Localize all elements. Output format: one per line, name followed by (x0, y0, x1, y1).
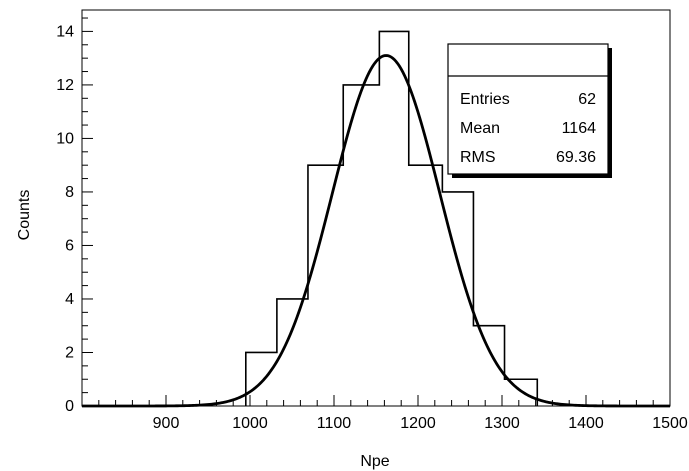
histogram-bin-7 (473, 326, 504, 406)
stats-mean-value: 1164 (562, 120, 597, 137)
histogram-bin-4 (379, 31, 408, 406)
x-tick-label: 1200 (400, 415, 436, 432)
y-tick-label: 14 (56, 23, 74, 40)
plot-frame (81, 9, 671, 407)
stats-rms-label: RMS (460, 149, 496, 166)
y-tick-label: 8 (65, 184, 74, 201)
histogram-bin-5 (409, 165, 443, 406)
histogram-bin-8 (505, 379, 538, 406)
x-tick-label: 1100 (317, 415, 352, 432)
x-tick-label: 900 (153, 415, 180, 432)
y-tick-label: 4 (65, 291, 74, 308)
y-tick-label: 2 (65, 344, 74, 361)
histogram-outline (245, 30, 539, 406)
y-axis-title: Counts (16, 190, 33, 241)
x-tick-label: 1400 (568, 415, 604, 432)
stats-entries-label: Entries (460, 91, 510, 108)
stats-rms-value: 69.36 (556, 149, 596, 166)
stats-mean-label: Mean (460, 120, 500, 137)
histogram-bin-2 (308, 165, 343, 406)
x-tick-label: 1500 (652, 415, 688, 432)
stats-box-frame (447, 43, 609, 175)
y-tick-label: 10 (56, 130, 74, 147)
stats-box: Entries 62 Mean 1164 RMS 69.36 (447, 43, 612, 178)
gaussian-fit-curve (82, 54, 670, 408)
x-axis-title: Npe (360, 453, 389, 470)
y-tick-label: 12 (56, 77, 74, 94)
stats-entries-value: 62 (578, 91, 596, 108)
y-tick-label: 0 (65, 398, 74, 415)
y-tick-label: 6 (65, 237, 74, 254)
x-tick-label: 1000 (232, 415, 268, 432)
x-tick-label: 1300 (484, 415, 520, 432)
